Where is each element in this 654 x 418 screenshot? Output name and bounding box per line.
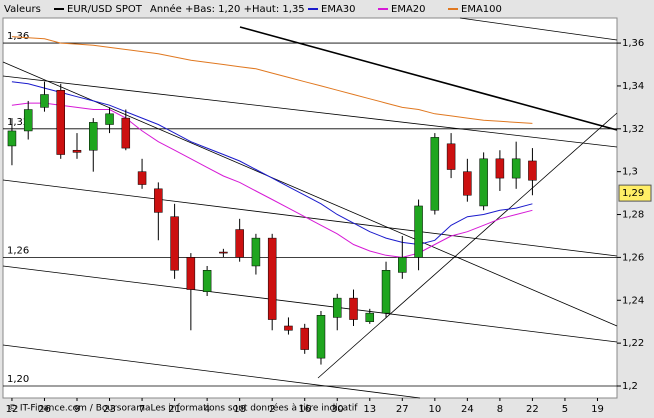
x-tick-label: 10 (428, 404, 441, 415)
candle-body (463, 171, 472, 196)
candle-body (267, 237, 277, 320)
y-tick-label: 1,2 (622, 381, 638, 392)
x-tick-label: 7 (139, 404, 145, 415)
candle-body (154, 188, 163, 213)
last-price-box (618, 184, 652, 202)
y-tick-label: 1,3 (622, 167, 638, 178)
x-tick-label: 30 (331, 404, 344, 415)
candle-body (349, 297, 358, 320)
candle-body (170, 216, 179, 271)
candle-body (235, 229, 244, 258)
candle-body (56, 89, 65, 155)
candle-body (105, 113, 114, 125)
y-tick-label: 1,26 (622, 252, 644, 263)
x-tick-label: 27 (396, 404, 409, 415)
trend-line (2, 179, 618, 257)
ema-line (11, 36, 533, 124)
candle-body (479, 158, 488, 207)
candle-body (381, 270, 391, 314)
candle-body (365, 312, 375, 322)
candle-body (511, 158, 521, 179)
trend-line (459, 17, 618, 41)
x-tick-label: 4 (204, 404, 210, 415)
candle-body (251, 237, 261, 267)
series-name: EUR/USD SPOT (67, 4, 143, 15)
candle-body (414, 205, 423, 258)
candle-body (202, 270, 212, 292)
x-tick-label: 8 (497, 404, 503, 415)
ema-line (11, 81, 533, 246)
candle-body (495, 158, 505, 179)
candle-body (446, 143, 456, 170)
candle-body (72, 149, 82, 153)
level-label: 1,32 (7, 117, 29, 128)
header-label: Valeurs (4, 4, 41, 15)
candle-body (398, 257, 407, 273)
ema-line (11, 102, 533, 258)
candle-body (186, 257, 196, 290)
candle-body (23, 109, 33, 132)
range-note: Année +Bas: 1,20 +Haut: 1,35 (150, 3, 305, 15)
x-tick-label: 21 (168, 404, 181, 415)
candle-body (316, 315, 326, 359)
trend-line (317, 112, 618, 379)
candle-body (284, 325, 293, 331)
candle-body (300, 327, 309, 350)
x-tick-label: 2 (269, 404, 275, 415)
x-tick-label: 22 (526, 404, 539, 415)
last-price-label: 1,29 (622, 188, 644, 199)
plot-area (2, 17, 618, 399)
trend-line (2, 61, 618, 327)
x-tick-label: 24 (461, 404, 474, 415)
trend-line (2, 265, 618, 343)
y-tick-label: 1,24 (622, 295, 644, 306)
x-tick-label: 5 (562, 404, 568, 415)
candle-body (528, 160, 537, 181)
trend-line (239, 26, 618, 131)
trend-line (2, 75, 618, 148)
y-tick-label: 1,36 (622, 38, 644, 49)
legend-label: EMA30 (321, 4, 356, 15)
x-tick-label: 26 (38, 404, 51, 415)
y-tick-label: 1,32 (622, 124, 644, 135)
level-label: 1,20 (7, 374, 29, 385)
candle-body (40, 94, 49, 108)
candle-body (332, 297, 342, 318)
x-tick-label: 23 (103, 404, 116, 415)
y-tick-label: 1,28 (622, 210, 644, 221)
x-tick-label: 19 (591, 404, 604, 415)
candle-body (137, 171, 147, 185)
x-tick-label: 12 (6, 404, 19, 415)
x-tick-label: 16 (298, 404, 311, 415)
trend-line (2, 344, 421, 399)
y-tick-label: 1,34 (622, 81, 644, 92)
level-label: 1,26 (7, 245, 29, 256)
footer: © IT-Finance.com / BoursoramaLes informa… (8, 403, 358, 414)
y-tick-label: 1,22 (622, 338, 644, 349)
candle-body (7, 130, 17, 147)
x-tick-label: 13 (363, 404, 376, 415)
candle-body (121, 117, 131, 149)
x-tick-label: 9 (74, 404, 80, 415)
candle-body (89, 122, 98, 151)
legend-label: EMA20 (391, 4, 426, 15)
legend-label: EMA100 (461, 4, 502, 15)
x-tick-label: 18 (233, 404, 246, 415)
candle-body (430, 137, 440, 211)
candle-body (219, 251, 228, 254)
trend-lines (2, 17, 618, 399)
